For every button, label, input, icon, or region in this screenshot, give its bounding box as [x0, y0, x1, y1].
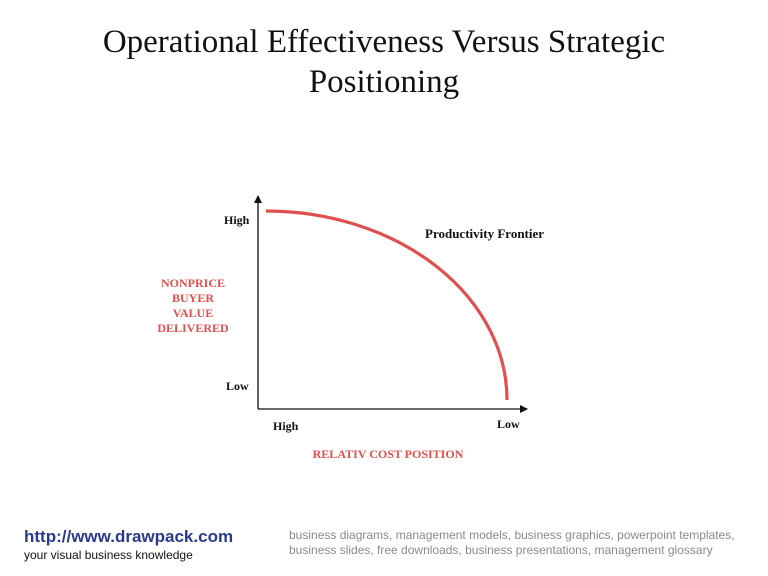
y-axis-high-label: High: [224, 213, 250, 227]
y-axis-title-line: BUYER: [171, 291, 214, 305]
y-axis-title-line: NONPRICE: [160, 276, 225, 290]
y-axis-title: NONPRICE BUYER VALUE DELIVERED: [146, 276, 240, 336]
productivity-frontier-label: Productivity Frontier: [425, 226, 545, 241]
slide-title: Operational Effectiveness Versus Strateg…: [102, 24, 666, 100]
y-axis-title-line: VALUE: [172, 306, 214, 320]
footer-tagline: your visual business knowledge: [24, 548, 193, 562]
productivity-frontier-curve: [265, 209, 509, 401]
x-axis-high-label: High: [273, 419, 299, 433]
x-axis-title: RELATIV COST POSITION: [312, 447, 464, 461]
y-axis-low-label: Low: [226, 379, 249, 393]
y-axis-title-line: DELIVERED: [157, 321, 229, 335]
footer-keywords: business diagrams, management models, bu…: [289, 528, 735, 557]
x-axis-low-label: Low: [497, 417, 520, 431]
footer-url-link[interactable]: http://www.drawpack.com: [24, 527, 234, 546]
